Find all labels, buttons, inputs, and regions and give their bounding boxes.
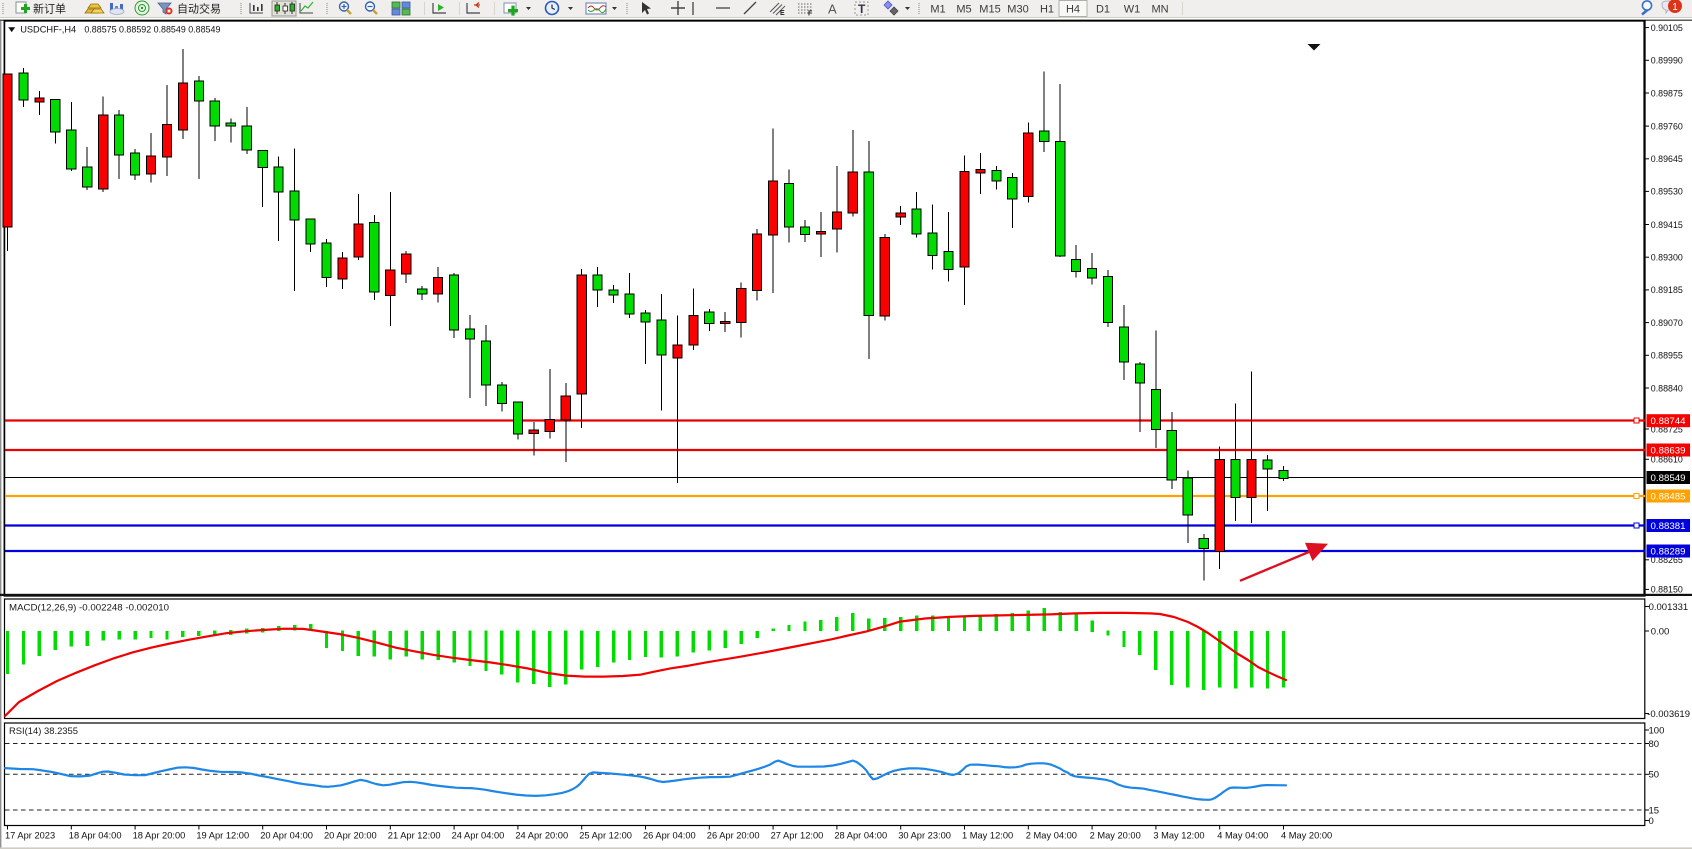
svg-text:1 May 12:00: 1 May 12:00 xyxy=(962,831,1013,841)
svg-text:0.88549: 0.88549 xyxy=(1651,473,1686,484)
svg-text:2 May 20:00: 2 May 20:00 xyxy=(1090,831,1141,841)
svg-text:30 Apr 23:00: 30 Apr 23:00 xyxy=(898,831,951,841)
svg-text:RSI(14) 38.2355: RSI(14) 38.2355 xyxy=(9,725,78,736)
svg-text:2 May 04:00: 2 May 04:00 xyxy=(1026,831,1077,841)
svg-text:0.88610: 0.88610 xyxy=(1651,455,1683,466)
svg-text:28 Apr 04:00: 28 Apr 04:00 xyxy=(834,831,887,841)
svg-text:0.88265: 0.88265 xyxy=(1651,555,1683,566)
svg-text:M30: M30 xyxy=(1007,4,1028,16)
svg-text:20 Apr 20:00: 20 Apr 20:00 xyxy=(324,831,377,841)
svg-text:20 Apr 04:00: 20 Apr 04:00 xyxy=(260,831,313,841)
svg-text:0.88575 0.88592 0.88549 0.8854: 0.88575 0.88592 0.88549 0.88549 xyxy=(84,23,220,34)
svg-text:19 Apr 12:00: 19 Apr 12:00 xyxy=(196,831,249,841)
svg-text:0.89530: 0.89530 xyxy=(1651,187,1683,198)
svg-text:4 May 04:00: 4 May 04:00 xyxy=(1217,831,1268,841)
svg-text:4 May 20:00: 4 May 20:00 xyxy=(1281,831,1332,841)
svg-text:M5: M5 xyxy=(956,4,971,16)
svg-text:0.88725: 0.88725 xyxy=(1651,424,1683,435)
svg-text:0.88289: 0.88289 xyxy=(1651,546,1686,557)
svg-text:USDCHF-,H4: USDCHF-,H4 xyxy=(20,23,76,34)
svg-text:80: 80 xyxy=(1649,739,1660,750)
svg-text:24 Apr 20:00: 24 Apr 20:00 xyxy=(515,831,568,841)
svg-text:0.88150: 0.88150 xyxy=(1651,585,1683,596)
svg-text:0.89990: 0.89990 xyxy=(1651,56,1683,67)
svg-text:0.89645: 0.89645 xyxy=(1651,154,1683,165)
svg-text:0.88744: 0.88744 xyxy=(1651,416,1686,427)
svg-text:0.88840: 0.88840 xyxy=(1651,383,1683,394)
svg-text:21 Apr 12:00: 21 Apr 12:00 xyxy=(388,831,441,841)
svg-text:15: 15 xyxy=(1649,805,1660,816)
svg-text:E: E xyxy=(780,10,785,17)
svg-text:W1: W1 xyxy=(1124,4,1141,16)
svg-text:D1: D1 xyxy=(1096,4,1110,16)
svg-text:24 Apr 04:00: 24 Apr 04:00 xyxy=(452,831,505,841)
svg-text:0.89300: 0.89300 xyxy=(1651,253,1683,264)
svg-text:0.89070: 0.89070 xyxy=(1651,318,1683,329)
svg-text:MACD(12,26,9) -0.002248 -0.002: MACD(12,26,9) -0.002248 -0.002010 xyxy=(9,602,169,613)
svg-text:M15: M15 xyxy=(979,4,1000,16)
svg-text:A: A xyxy=(828,2,837,17)
svg-text:M1: M1 xyxy=(930,4,945,16)
svg-text:0.88381: 0.88381 xyxy=(1651,521,1686,532)
svg-text:0.88639: 0.88639 xyxy=(1651,445,1686,456)
svg-text:0.90105: 0.90105 xyxy=(1651,23,1683,34)
svg-text:0.89415: 0.89415 xyxy=(1651,220,1683,231)
svg-text:T: T xyxy=(858,2,866,16)
svg-text:F: F xyxy=(808,11,813,18)
svg-text:100: 100 xyxy=(1649,725,1665,736)
svg-text:H1: H1 xyxy=(1040,4,1054,16)
svg-text:0.89760: 0.89760 xyxy=(1651,121,1683,132)
svg-text:0.88955: 0.88955 xyxy=(1651,351,1683,362)
svg-text:0.001331: 0.001331 xyxy=(1649,602,1689,613)
svg-text:25 Apr 12:00: 25 Apr 12:00 xyxy=(579,831,632,841)
svg-text:MN: MN xyxy=(1151,4,1168,16)
svg-text:17 Apr 2023: 17 Apr 2023 xyxy=(5,831,55,841)
svg-text:0.00: 0.00 xyxy=(1651,626,1670,637)
svg-text:3 May 12:00: 3 May 12:00 xyxy=(1153,831,1204,841)
svg-text:0.89185: 0.89185 xyxy=(1651,285,1683,296)
svg-text:自动交易: 自动交易 xyxy=(177,2,221,16)
svg-text:-0.003619: -0.003619 xyxy=(1647,709,1690,720)
svg-text:50: 50 xyxy=(1649,770,1660,781)
svg-text:27 Apr 12:00: 27 Apr 12:00 xyxy=(771,831,824,841)
svg-text:18 Apr 20:00: 18 Apr 20:00 xyxy=(133,831,186,841)
svg-text:0: 0 xyxy=(1649,816,1654,827)
svg-text:1: 1 xyxy=(1672,2,1678,13)
svg-text:18 Apr 04:00: 18 Apr 04:00 xyxy=(69,831,122,841)
svg-text:26 Apr 04:00: 26 Apr 04:00 xyxy=(643,831,696,841)
svg-text:H4: H4 xyxy=(1066,4,1080,16)
svg-text:新订单: 新订单 xyxy=(33,2,66,16)
svg-text:0.89875: 0.89875 xyxy=(1651,88,1683,99)
svg-text:26 Apr 20:00: 26 Apr 20:00 xyxy=(707,831,760,841)
svg-text:0.88485: 0.88485 xyxy=(1651,491,1686,502)
